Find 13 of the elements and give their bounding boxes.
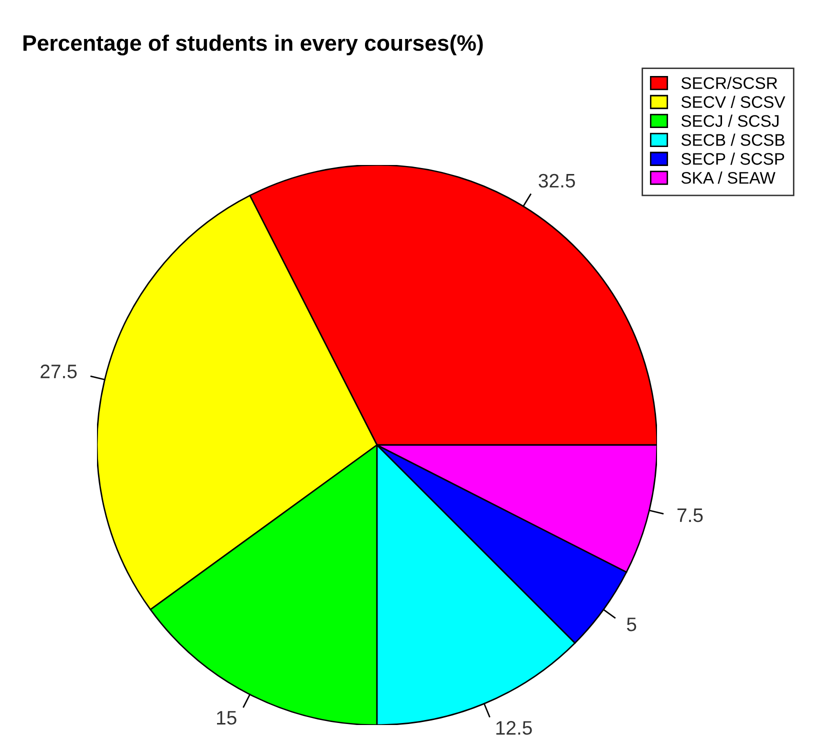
legend-label: SECB / SCSB xyxy=(681,134,784,146)
data-label: 32.5 xyxy=(538,174,575,188)
legend-label: SECV / SCSV xyxy=(681,96,786,108)
data-label: 27.5 xyxy=(40,364,77,378)
data-label: 7.5 xyxy=(677,508,703,522)
legend-label: SKA / SEAW xyxy=(681,172,776,184)
data-label: 12.5 xyxy=(496,721,532,735)
data-label: 5 xyxy=(626,618,636,632)
legend-label: SECP / SCSP xyxy=(681,152,784,165)
data-label: 15 xyxy=(217,711,236,725)
legend-label: SECR/SCSR xyxy=(681,76,778,89)
chart-title: Percentage of students in every courses(%) xyxy=(23,34,483,56)
legend-label: SECJ / SCSJ xyxy=(681,114,779,127)
